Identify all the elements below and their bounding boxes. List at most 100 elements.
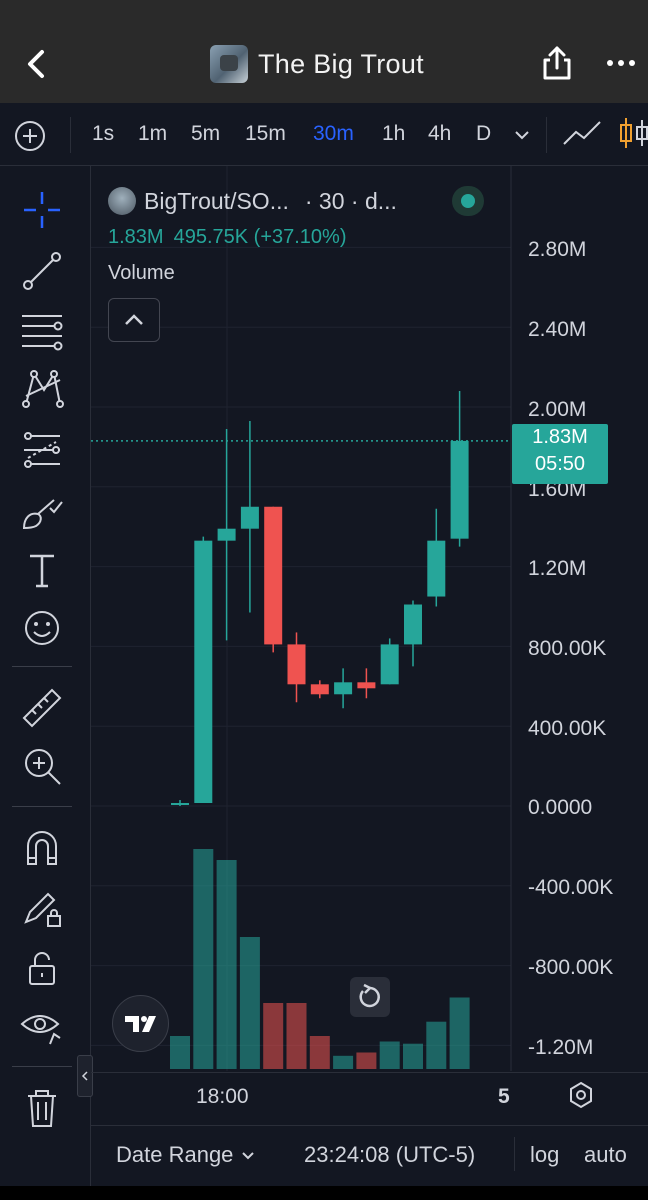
candle-body [450,440,469,539]
home-indicator-bar [0,1186,648,1200]
legend-price-row: 1.83M 495.75K (+37.10%) [108,226,347,249]
text-tool-icon[interactable] [20,548,64,592]
tab-1m[interactable]: 1m [138,122,168,145]
current-price-tag: 1.83M 05:50 [512,424,608,484]
collapse-legend-button[interactable] [108,298,160,342]
reset-icon [359,983,380,1008]
toolbar-divider [12,1066,72,1067]
toolbar-divider [12,666,72,667]
price-chart[interactable] [91,166,648,1200]
volume-bar [216,860,237,1069]
volume-bar [403,1043,423,1069]
share-icon[interactable] [540,44,574,82]
candle-chart-icon[interactable] [618,116,648,150]
tradingview-logo[interactable] [112,995,169,1052]
market-status-indicator [452,186,484,216]
candle-body [427,540,446,597]
eye-icon[interactable] [20,1004,64,1048]
candle-body [404,604,422,645]
lock-drawings-icon[interactable] [20,886,64,930]
volume-bar [426,1021,447,1069]
divider [70,117,71,153]
candle-body [264,506,283,645]
time-axis-label: 18:00 [196,1085,249,1108]
timeframe-bar [0,103,648,166]
pattern-icon[interactable] [20,366,64,410]
tab-30m[interactable]: 30m [313,122,354,145]
chevron-down-icon [241,1152,254,1160]
clock-display[interactable]: 23:24:08 (UTC-5) [304,1142,476,1167]
back-arrow-icon[interactable] [18,44,58,84]
volume-bar [239,937,260,1069]
symbol-interval: · 30 · d... [304,187,397,214]
bar-countdown: 05:50 [534,453,586,475]
brush-icon[interactable] [20,488,64,532]
trend-line-icon[interactable] [20,249,64,293]
zoom-in-icon[interactable] [20,744,64,788]
legend-price: 1.83M [108,226,164,248]
legend-symbol-row[interactable]: BigTrout/SO... · 30 · d... [108,186,397,216]
magnet-icon[interactable] [20,826,64,870]
more-options-icon[interactable] [606,55,636,71]
volume-indicator-label[interactable]: Volume [108,262,175,284]
ruler-icon[interactable] [20,686,64,730]
crosshair-icon[interactable] [20,188,64,232]
volume-bar [286,1003,307,1069]
token-avatar [210,45,248,83]
unlock-icon[interactable] [20,946,64,990]
volume-bar [379,1041,400,1069]
price-axis-label: 400.00K [528,717,607,740]
time-axis[interactable] [91,1072,648,1125]
fib-retracement-icon[interactable] [20,308,64,352]
price-axis-label: 800.00K [528,637,607,660]
volume-bar [449,997,470,1069]
chevron-down-icon[interactable] [512,127,532,143]
emoji-icon[interactable] [20,606,64,650]
auto-scale-toggle[interactable]: auto [584,1142,627,1167]
volume-bar [356,1052,377,1069]
toolbar-collapse-handle[interactable] [77,1055,93,1097]
top-bar: The Big Trout [0,0,648,103]
price-axis-label: -800.00K [528,956,614,979]
reset-chart-button[interactable] [350,977,390,1017]
page-title: The Big Trout [258,48,424,79]
candle-body [310,684,329,695]
title-area[interactable]: The Big Trout [210,44,424,84]
price-axis-label: 2.80M [528,238,587,261]
divider [546,117,547,153]
price-axis-label: 0.0000 [528,796,593,819]
line-chart-icon[interactable] [562,118,604,150]
price-axis-label: -400.00K [528,876,614,899]
volume-bar [309,1036,330,1069]
date-range-button[interactable]: Date Range [116,1142,256,1168]
tab-4h[interactable]: 4h [428,122,452,145]
tab-1h[interactable]: 1h [382,122,406,145]
candle-body [217,528,236,541]
current-price: 1.83M [532,426,588,448]
settings-icon[interactable] [566,1080,596,1110]
tab-15m[interactable]: 15m [245,122,286,145]
tab-d[interactable]: D [476,122,492,145]
legend-change: 495.75K (+37.10%) [173,226,347,248]
trash-icon[interactable] [20,1086,64,1130]
drawing-toolbar [0,166,91,1200]
tab-1s[interactable]: 1s [92,122,115,145]
price-axis-label: 2.00M [528,398,587,421]
divider [514,1137,515,1171]
candle-body [171,803,189,806]
forecast-icon[interactable] [20,428,64,472]
log-scale-toggle[interactable]: log [530,1142,560,1167]
candle-body [380,644,399,685]
candle-body [287,644,306,685]
date-range-label: Date Range [116,1142,234,1167]
candle-body [194,540,213,804]
price-axis-label: 1.20M [528,557,587,580]
toolbar-divider [12,806,72,807]
symbol-name: BigTrout/SO... [144,187,289,214]
volume-bar [263,1003,284,1069]
tab-5m[interactable]: 5m [191,122,221,145]
symbol-avatar [108,187,136,215]
add-indicator-icon[interactable] [14,120,46,152]
price-axis-label: -1.20M [528,1036,594,1059]
price-axis-label: 2.40M [528,318,587,341]
